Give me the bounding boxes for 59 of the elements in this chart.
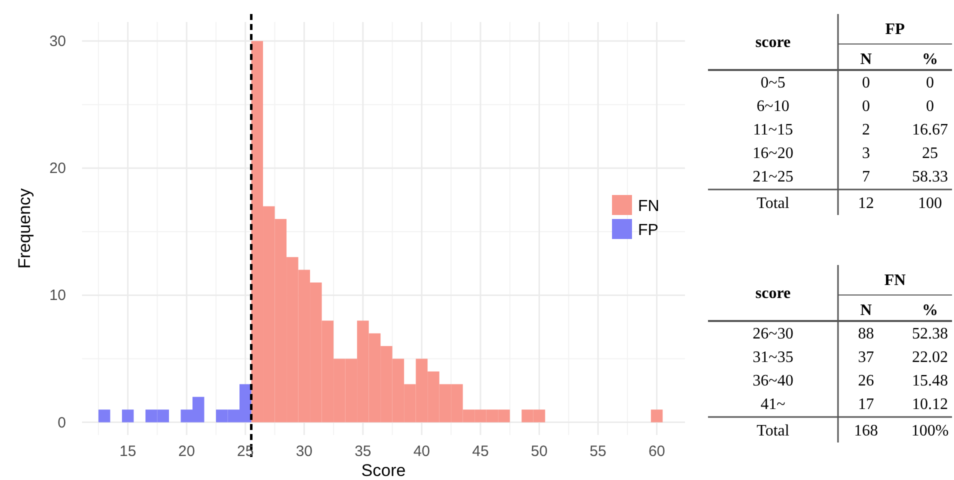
text: 58.33 <box>912 168 948 186</box>
y-tick-label: 30 <box>49 33 66 50</box>
text: 11~15 <box>752 122 794 138</box>
text: 0~5 <box>760 74 786 92</box>
y-tick-label: 10 <box>49 287 66 304</box>
x-tick-label: 20 <box>178 443 195 460</box>
legend-label: FP <box>638 222 658 239</box>
x-tick-label: 25 <box>237 443 254 460</box>
text: 31~35 <box>752 349 794 366</box>
x-tick-label: 35 <box>354 443 372 460</box>
text: FN <box>884 272 906 289</box>
x-axis-title: Score <box>361 461 406 480</box>
x-tick-label: 40 <box>413 443 430 460</box>
text: % <box>922 51 938 68</box>
text: 17 <box>858 396 874 413</box>
text: 0 <box>862 74 870 92</box>
text: 2 <box>862 122 870 138</box>
x-tick-label: 60 <box>648 443 666 460</box>
text: 0 <box>926 74 934 92</box>
text: 88 <box>858 326 874 342</box>
text: Total <box>756 422 790 440</box>
x-tick-label: 55 <box>590 443 606 460</box>
text: N <box>860 302 872 319</box>
text: 100 <box>918 195 942 212</box>
text: 100% <box>911 422 949 440</box>
text: 7 <box>862 168 870 186</box>
x-tick-label: 30 <box>296 443 312 460</box>
x-tick-label: 15 <box>120 443 136 460</box>
text: 168 <box>854 422 878 440</box>
text: 41~ <box>760 396 786 413</box>
x-tick-label: 50 <box>530 443 548 460</box>
text: 26 <box>858 372 874 390</box>
text: 0 <box>926 98 934 115</box>
text: 26~30 <box>752 326 794 342</box>
text: 52.38 <box>912 326 948 342</box>
x-tick-label: 45 <box>472 443 489 460</box>
text: 6~10 <box>756 98 790 115</box>
y-tick-label: 0 <box>58 414 66 432</box>
text: 12 <box>858 195 874 212</box>
text: 37 <box>858 349 874 366</box>
text: Total <box>756 195 790 212</box>
text: % <box>922 302 938 319</box>
text: 16~20 <box>752 145 794 162</box>
text: 16.67 <box>912 122 948 138</box>
y-tick-label: 20 <box>49 160 66 178</box>
text: 21~25 <box>752 168 794 186</box>
text: score <box>755 34 791 51</box>
text: 15.48 <box>912 372 948 390</box>
text: score <box>755 285 791 302</box>
text: 0 <box>862 98 870 115</box>
text: N <box>860 51 872 68</box>
text: 22.02 <box>912 349 948 366</box>
text: 25 <box>922 145 938 162</box>
text: 3 <box>862 145 870 162</box>
text: FP <box>885 21 905 38</box>
y-axis-title: Frequency <box>15 188 34 269</box>
legend-label: FN <box>638 198 660 215</box>
text: 10.12 <box>912 396 948 413</box>
text: 36~40 <box>752 372 794 390</box>
